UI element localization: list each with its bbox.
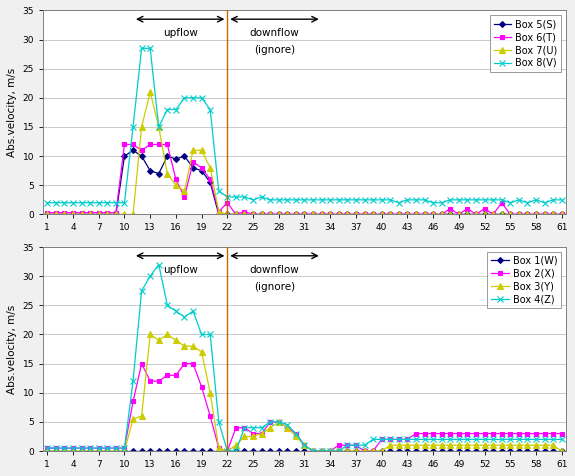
Box 3(Y): [44, 448, 51, 454]
Line: Box 5(S): Box 5(S): [45, 148, 564, 217]
Box 8(V): [327, 197, 334, 203]
Box 7(U): [498, 211, 505, 217]
Box 8(V): [361, 197, 368, 203]
Box 1(W): [318, 448, 325, 454]
Box 7(U): [147, 89, 154, 95]
Box 2(X): [224, 448, 231, 454]
Text: upflow: upflow: [163, 265, 198, 275]
Box 6(T): [232, 211, 239, 217]
Box 5(S): [327, 211, 334, 217]
Box 1(W): [224, 448, 231, 454]
Box 7(U): [558, 211, 565, 217]
Box 1(W): [147, 448, 154, 454]
Box 4(Z): [147, 273, 154, 279]
Box 1(W): [490, 448, 497, 454]
Box 8(V): [172, 107, 179, 112]
Text: (ignore): (ignore): [254, 282, 295, 292]
Box 4(Z): [370, 436, 377, 442]
Text: (ignore): (ignore): [254, 45, 295, 55]
Box 2(X): [335, 442, 342, 448]
Box 5(S): [361, 211, 368, 217]
Box 2(X): [155, 378, 162, 384]
Box 3(Y): [155, 337, 162, 343]
Line: Box 7(U): Box 7(U): [44, 89, 565, 217]
Box 6(T): [155, 142, 162, 148]
Box 3(Y): [172, 337, 179, 343]
Box 7(U): [44, 211, 51, 217]
Box 4(Z): [224, 448, 231, 454]
Box 2(X): [558, 431, 565, 436]
Box 5(S): [558, 211, 565, 217]
Box 6(T): [44, 210, 51, 216]
Y-axis label: Abs.velocity, m/s: Abs.velocity, m/s: [7, 305, 17, 394]
Box 3(Y): [147, 332, 154, 337]
Box 3(Y): [498, 442, 505, 448]
Box 6(T): [370, 211, 377, 217]
Box 5(S): [172, 156, 179, 162]
Y-axis label: Abs.velocity, m/s: Abs.velocity, m/s: [7, 68, 17, 157]
Box 8(V): [232, 194, 239, 200]
Box 2(X): [241, 425, 248, 431]
Text: upflow: upflow: [163, 28, 198, 38]
Legend: Box 5(S), Box 6(T), Box 7(U), Box 8(V): Box 5(S), Box 6(T), Box 7(U), Box 8(V): [490, 15, 561, 72]
Box 6(T): [335, 211, 342, 217]
Line: Box 6(T): Box 6(T): [45, 142, 564, 217]
Text: downflow: downflow: [250, 28, 300, 38]
Text: downflow: downflow: [250, 265, 300, 275]
Box 2(X): [370, 448, 377, 454]
Box 2(X): [44, 445, 51, 451]
Box 5(S): [155, 171, 162, 177]
Box 7(U): [155, 124, 162, 130]
Box 7(U): [361, 211, 368, 217]
Box 7(U): [327, 211, 334, 217]
Box 8(V): [138, 46, 145, 51]
Box 3(Y): [232, 442, 239, 448]
Box 1(W): [558, 448, 565, 454]
Box 8(V): [498, 197, 505, 203]
Box 5(S): [44, 211, 51, 217]
Box 4(Z): [155, 262, 162, 268]
Line: Box 4(Z): Box 4(Z): [44, 262, 565, 454]
Box 7(U): [232, 211, 239, 217]
Box 6(T): [172, 177, 179, 182]
Legend: Box 1(W), Box 2(X), Box 3(Y), Box 4(Z): Box 1(W), Box 2(X), Box 3(Y), Box 4(Z): [487, 252, 561, 308]
Box 5(S): [498, 211, 505, 217]
Box 1(W): [352, 448, 359, 454]
Line: Box 8(V): Box 8(V): [44, 46, 565, 206]
Box 6(T): [241, 208, 248, 214]
Box 3(Y): [327, 448, 334, 454]
Line: Box 2(X): Box 2(X): [45, 362, 564, 453]
Box 2(X): [172, 372, 179, 378]
Box 8(V): [155, 124, 162, 130]
Box 6(T): [121, 142, 128, 148]
Box 5(S): [129, 148, 136, 153]
Box 6(T): [558, 211, 565, 217]
Box 4(Z): [44, 445, 51, 451]
Box 6(T): [507, 211, 513, 217]
Box 7(U): [172, 182, 179, 188]
Box 1(W): [164, 448, 171, 454]
Box 4(Z): [507, 436, 513, 442]
Box 2(X): [507, 431, 513, 436]
Box 1(W): [44, 448, 51, 454]
Line: Box 1(W): Box 1(W): [45, 449, 564, 453]
Box 5(S): [232, 211, 239, 217]
Box 4(Z): [335, 448, 342, 454]
Box 3(Y): [558, 448, 565, 454]
Box 4(Z): [172, 308, 179, 314]
Box 2(X): [138, 361, 145, 367]
Box 8(V): [44, 200, 51, 206]
Box 3(Y): [361, 448, 368, 454]
Box 4(Z): [241, 425, 248, 431]
Box 8(V): [558, 197, 565, 203]
Line: Box 3(Y): Box 3(Y): [44, 332, 565, 454]
Box 4(Z): [558, 436, 565, 442]
